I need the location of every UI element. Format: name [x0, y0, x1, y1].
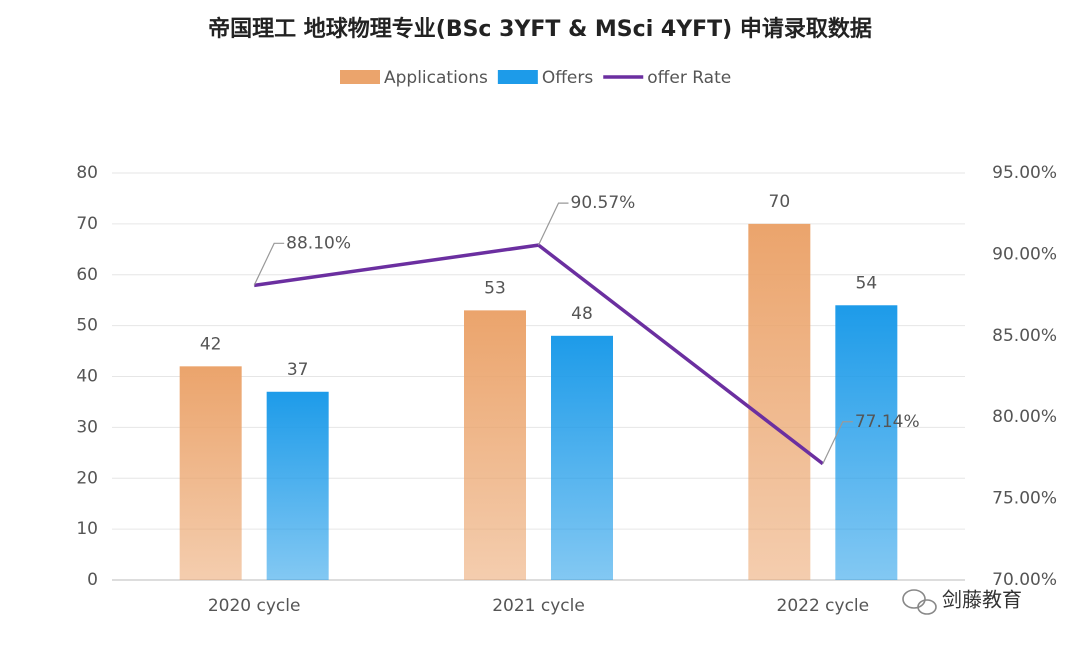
data-label: 70 — [769, 192, 791, 212]
bar — [179, 366, 242, 580]
leader-line — [822, 421, 853, 465]
y-tick-label: 40 — [76, 367, 98, 387]
legend-label: Applications — [384, 68, 488, 88]
y-tick-label: 10 — [76, 519, 98, 539]
line — [253, 243, 824, 466]
y-tick-label: 70 — [76, 214, 98, 234]
data-label: 37 — [287, 360, 309, 380]
y-tick-label: 0 — [87, 570, 98, 590]
y-tick-label: 80 — [76, 163, 98, 183]
y2-tick-label: 95.00% — [992, 163, 1057, 183]
y2-tick-label: 80.00% — [992, 407, 1057, 427]
y-tick-label: 30 — [76, 417, 98, 437]
bar — [748, 223, 811, 580]
data-label: 53 — [484, 278, 506, 298]
data-label: 42 — [200, 334, 222, 354]
data-label: 54 — [856, 273, 878, 293]
y-tick-label: 60 — [76, 265, 98, 285]
wechat-icon — [902, 589, 937, 615]
chart-title: 帝国理工 地球物理专业(BSc 3YFT & MSci 4YFT) 申请录取数据 — [208, 16, 872, 42]
bar — [266, 391, 329, 580]
x-tick-label: 2022 cycle — [777, 596, 870, 616]
x-tick-label: 2020 cycle — [208, 596, 301, 616]
leader-line — [253, 242, 285, 286]
y2-tick-label: 70.00% — [992, 570, 1057, 590]
bar — [835, 305, 898, 580]
data-label: 48 — [571, 304, 593, 324]
watermark: 剑藤教育 — [942, 588, 1022, 612]
y2-tick-label: 75.00% — [992, 489, 1057, 509]
leader-line — [537, 202, 569, 246]
y-tick-label: 20 — [76, 468, 98, 488]
y2-tick-label: 85.00% — [992, 326, 1057, 346]
y2-tick-label: 90.00% — [992, 244, 1057, 264]
legend-swatch — [340, 70, 380, 84]
legend-label: Offers — [542, 68, 594, 88]
x-tick-label: 2021 cycle — [492, 596, 585, 616]
data-label: 88.10% — [286, 233, 351, 253]
data-label: 77.14% — [855, 412, 920, 432]
bar — [551, 335, 613, 580]
y-tick-label: 50 — [76, 316, 98, 336]
legend-label: offer Rate — [647, 68, 731, 88]
data-label: 90.57% — [571, 193, 636, 213]
bar — [464, 310, 526, 580]
legend-swatch — [497, 70, 538, 84]
